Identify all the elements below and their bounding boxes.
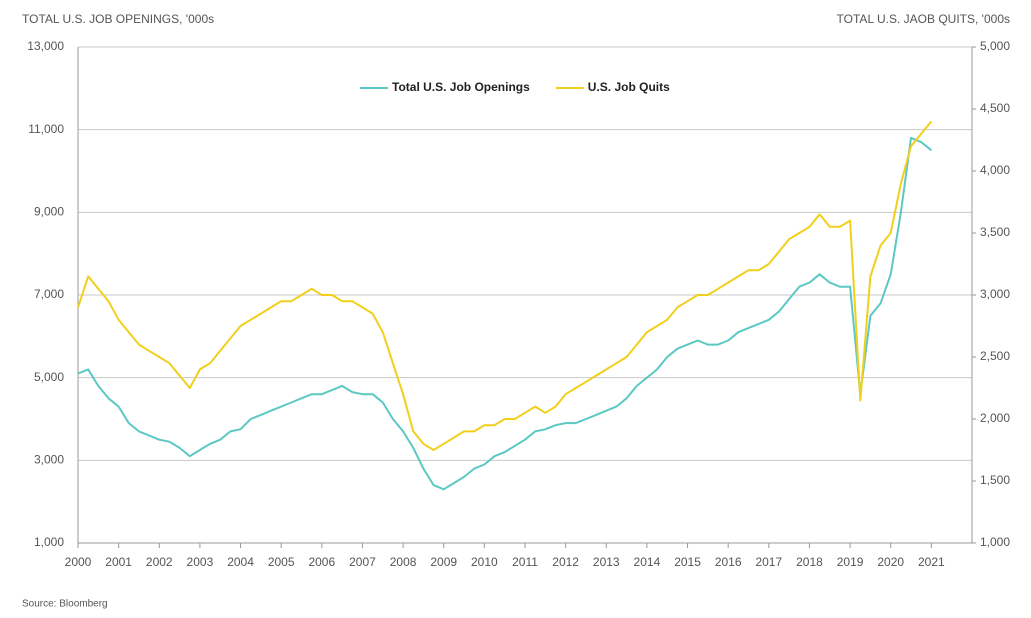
x-tick-label: 2012 (552, 555, 579, 569)
series-line (77, 120, 933, 451)
y-tick-label: 11,000 (28, 122, 64, 136)
x-tick-label: 2005 (268, 555, 295, 569)
source: Source: Bloomberg (22, 599, 108, 610)
x-tick-label: 2017 (755, 555, 782, 569)
y2-tick-label: 2,500 (980, 349, 1010, 363)
x-tick-label: 2009 (430, 555, 457, 569)
x-tick-label: 2003 (187, 555, 214, 569)
y2-tick-label: 3,000 (980, 287, 1010, 301)
x-tick-label: 2020 (877, 555, 904, 569)
left-axis-title: TOTAL U.S. JOB OPENINGS, '000s (22, 12, 214, 26)
x-tick-label: 2002 (146, 555, 173, 569)
y2-tick-label: 4,500 (980, 101, 1010, 115)
x-tick-label: 2019 (837, 555, 864, 569)
x-tick-label: 2016 (715, 555, 742, 569)
x-tick-label: 2015 (674, 555, 701, 569)
y-tick-label: 7,000 (34, 287, 64, 301)
legend-label: Total U.S. Job Openings (392, 80, 530, 94)
y-tick-label: 13,000 (27, 39, 64, 53)
y2-tick-label: 3,500 (980, 225, 1010, 239)
x-tick-label: 2013 (593, 555, 620, 569)
y2-tick-label: 4,000 (980, 163, 1010, 177)
right-axis-title: TOTAL U.S. JAOB QUITS, '000s (837, 12, 1010, 26)
y-tick-label: 1,000 (34, 535, 64, 549)
x-tick-label: 2001 (105, 555, 132, 569)
legend-label: U.S. Job Quits (588, 80, 670, 94)
x-tick-label: 2021 (918, 555, 945, 569)
y2-tick-label: 2,000 (980, 411, 1010, 425)
y-tick-label: 9,000 (34, 205, 64, 219)
x-tick-label: 2018 (796, 555, 823, 569)
x-tick-label: 2014 (634, 555, 661, 569)
x-tick-label: 2004 (227, 555, 254, 569)
x-tick-label: 2008 (390, 555, 417, 569)
y-tick-label: 3,000 (34, 453, 64, 467)
x-tick-label: 2007 (349, 555, 376, 569)
y2-tick-label: 1,500 (980, 473, 1010, 487)
x-tick-label: 2011 (512, 555, 538, 569)
x-tick-label: 2006 (308, 555, 335, 569)
x-tick-label: 2010 (471, 555, 498, 569)
y2-tick-label: 1,000 (980, 535, 1010, 549)
y2-tick-label: 5,000 (980, 39, 1010, 53)
y-tick-label: 5,000 (34, 370, 64, 384)
series-line (77, 136, 933, 491)
x-tick-label: 2000 (65, 555, 92, 569)
